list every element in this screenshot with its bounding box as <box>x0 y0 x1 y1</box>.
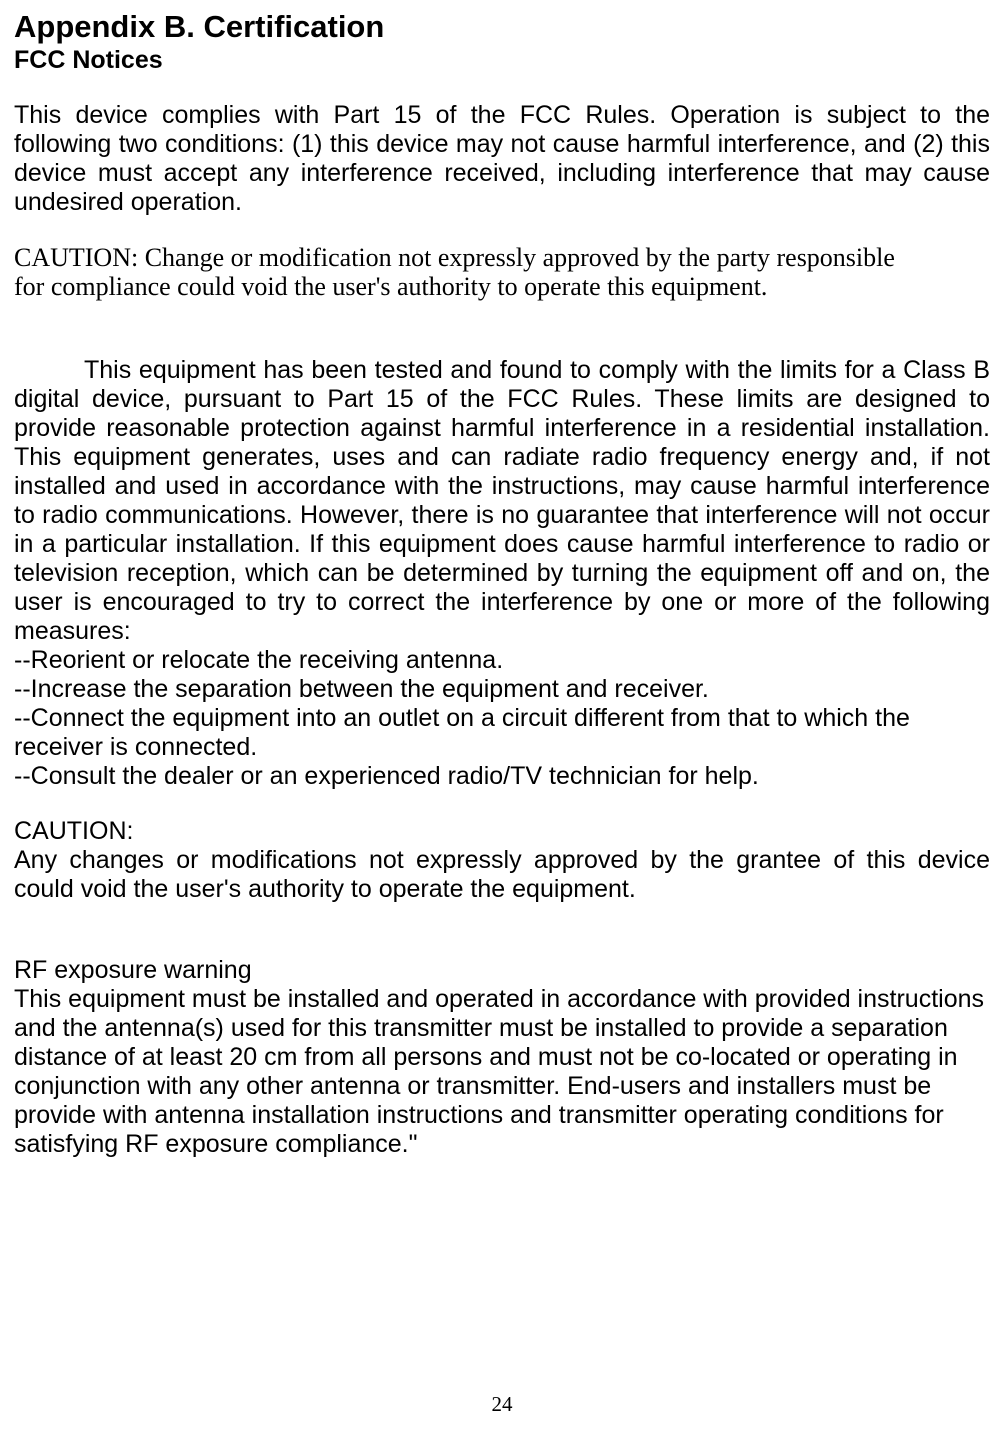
bullet-3: --Connect the equipment into an outlet o… <box>14 704 990 762</box>
class-b-paragraph: This equipment has been tested and found… <box>14 356 990 646</box>
caution-line-2: for compliance could void the user's aut… <box>14 272 767 301</box>
caution-line-1: CAUTION: Change or modification not expr… <box>14 243 895 272</box>
bullet-1: --Reorient or relocate the receiving ant… <box>14 646 990 675</box>
page-number: 24 <box>0 1392 1004 1417</box>
section-heading-fcc: FCC Notices <box>14 46 990 75</box>
document-page: Appendix B. Certification FCC Notices Th… <box>0 0 1004 1429</box>
rf-warning-heading: RF exposure warning <box>14 956 990 985</box>
appendix-title: Appendix B. Certification <box>14 10 990 44</box>
bullet-4: --Consult the dealer or an experienced r… <box>14 762 990 791</box>
rf-warning-body: This equipment must be installed and ope… <box>14 985 990 1159</box>
compliance-paragraph: This device complies with Part 15 of the… <box>14 101 990 217</box>
caution-body: Any changes or modifications not express… <box>14 846 990 904</box>
caution-serif: CAUTION: Change or modification not expr… <box>14 243 990 302</box>
bullet-2: --Increase the separation between the eq… <box>14 675 990 704</box>
caution-label: CAUTION: <box>14 817 990 846</box>
